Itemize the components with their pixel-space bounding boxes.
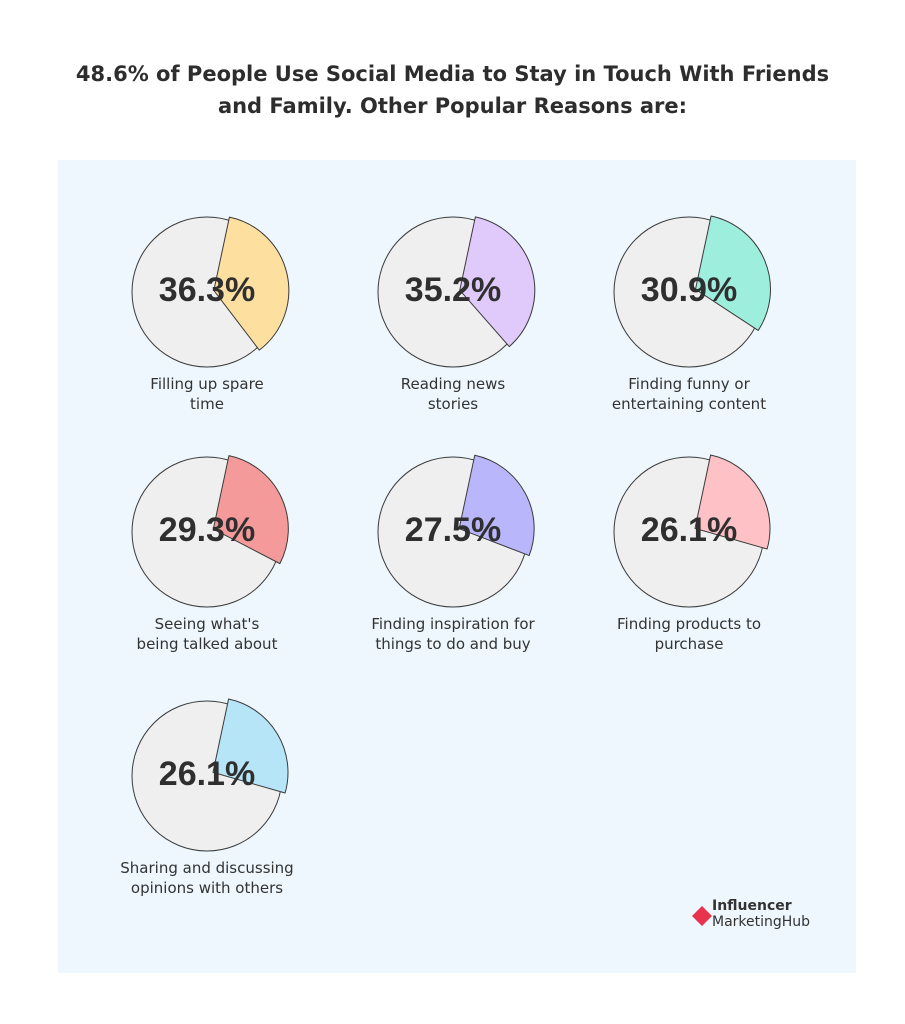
logo-wordmark: Influencer MarketingHub xyxy=(712,898,810,930)
reason-label-line: being talked about xyxy=(136,635,278,653)
pie-chart xyxy=(613,454,771,608)
reason-label-line: purchase xyxy=(654,635,724,653)
reason-label: Seeing what's being talked about xyxy=(87,614,327,654)
reason-label-line: Sharing and discussing xyxy=(120,859,294,877)
reason-label-line: Seeing what's xyxy=(154,615,260,633)
pie-slice xyxy=(459,216,536,348)
pie-chart xyxy=(377,216,536,368)
logo-line-2: MarketingHub xyxy=(712,914,811,930)
pie-chart xyxy=(131,216,290,368)
reason-label-line: Finding funny or xyxy=(628,375,750,393)
reason-label-line: entertaining content xyxy=(611,395,767,413)
reason-label: Finding funny or entertaining content xyxy=(569,374,809,414)
pie-slice xyxy=(212,698,289,794)
pie-chart xyxy=(377,454,535,608)
reason-label-line: things to do and buy xyxy=(375,635,531,653)
reason-label-line: Finding products to xyxy=(616,615,762,633)
pie-slice xyxy=(694,454,771,550)
reason-label-line: Finding inspiration for xyxy=(371,615,535,633)
percentage-label: 26.1% xyxy=(640,511,738,549)
reason-label: Finding inspiration for things to do and … xyxy=(333,614,573,654)
pie-chart xyxy=(613,215,771,368)
reason-label-line: stories xyxy=(427,395,479,413)
pie-slice xyxy=(694,215,771,331)
percentage-label: 35.2% xyxy=(404,271,502,309)
reason-label-line: Filling up spare xyxy=(150,375,264,393)
reason-label: Sharing and discussing opinions with othe… xyxy=(87,858,327,898)
percentage-label: 29.3% xyxy=(158,511,256,549)
brand-logo: Influencer MarketingHub xyxy=(692,896,852,936)
pie-slice xyxy=(458,454,535,557)
reason-label-line: time xyxy=(190,395,224,413)
logo-line-1: Influencer xyxy=(712,898,792,914)
logo-diamond-icon xyxy=(692,906,712,926)
reason-label-line: Reading news xyxy=(400,375,506,393)
pie-slice xyxy=(212,455,289,565)
percentage-label: 30.9% xyxy=(640,271,738,309)
pie-slice xyxy=(213,216,290,351)
percentage-label: 27.5% xyxy=(404,511,502,549)
percentage-label: 26.1% xyxy=(158,755,256,793)
chart-title-line-2: and Family. Other Popular Reasons are: xyxy=(217,94,688,118)
percentage-label: 36.3% xyxy=(158,271,256,309)
chart-title: 48.6% of People Use Social Media to Stay… xyxy=(0,58,905,122)
chart-title-line-1: 48.6% of People Use Social Media to Stay… xyxy=(75,62,830,86)
pie-chart xyxy=(131,455,289,608)
reason-label: Finding products to purchase xyxy=(569,614,809,654)
reason-label: Filling up spare time xyxy=(87,374,327,414)
reason-label: Reading news stories xyxy=(333,374,573,414)
reason-label-line: opinions with others xyxy=(130,879,284,897)
pie-chart xyxy=(131,698,289,852)
